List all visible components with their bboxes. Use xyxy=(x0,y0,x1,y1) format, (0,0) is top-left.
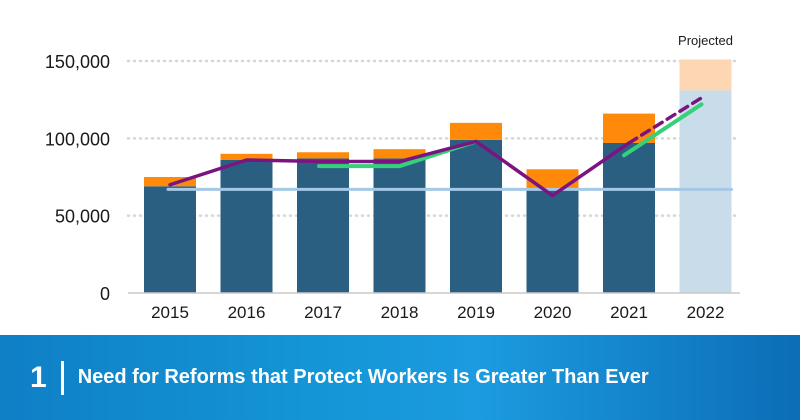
x-tick-label: 2019 xyxy=(457,303,495,322)
x-tick-label: 2021 xyxy=(610,303,648,322)
bar-base-2022 xyxy=(679,90,732,294)
bar-top-2015 xyxy=(144,177,196,187)
line-purple xyxy=(168,139,631,198)
line-purple-projected xyxy=(627,94,706,145)
bar-base-2020 xyxy=(526,189,579,293)
banner-divider xyxy=(60,360,64,395)
bar-base-2021 xyxy=(603,142,655,293)
x-tick-label: 2022 xyxy=(687,303,725,322)
bar-top-2022 xyxy=(679,59,732,91)
bar-top-2021 xyxy=(603,113,655,143)
bar-top-2018 xyxy=(373,149,426,159)
x-tick-label: 2018 xyxy=(381,303,419,322)
banner-title: Need for Reforms that Protect Workers Is… xyxy=(77,366,649,388)
bar-top-2017 xyxy=(297,152,349,159)
bar-top-2019 xyxy=(450,122,502,140)
bar-base-2015 xyxy=(144,186,196,293)
bar-base-2016 xyxy=(220,159,273,293)
x-tick-label: 2020 xyxy=(534,303,572,322)
y-tick-label: 50,000 xyxy=(55,207,110,227)
projected-label: Projected xyxy=(678,33,733,48)
bar-top-2020 xyxy=(526,169,579,190)
banner-number: 1 xyxy=(30,360,47,394)
bar-base-2018 xyxy=(373,158,426,293)
y-tick-label: 0 xyxy=(100,284,110,304)
bar-base-2019 xyxy=(450,139,502,293)
x-tick-label: 2016 xyxy=(228,303,266,322)
line-green-projected xyxy=(622,102,704,158)
bar-chart: 0 50,000 100,000 150,000 2015 2016 2017 2018 201… xyxy=(45,33,742,322)
y-tick-label: 150,000 xyxy=(45,52,110,72)
bar-top-2016 xyxy=(220,153,273,160)
y-tick-label: 100,000 xyxy=(45,129,110,149)
title-banner: 1 Need for Reforms that Protect Workers … xyxy=(0,335,800,420)
x-tick-label: 2017 xyxy=(304,303,342,322)
x-tick-label: 2015 xyxy=(151,303,189,322)
bar-base-2017 xyxy=(297,158,349,293)
